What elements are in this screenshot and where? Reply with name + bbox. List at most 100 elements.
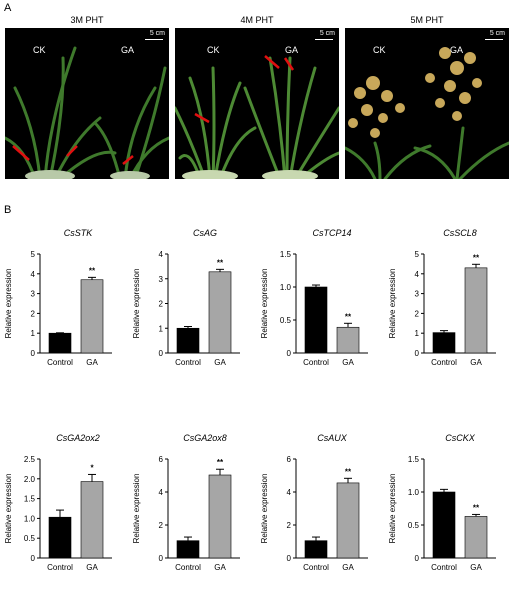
y-tick-label: 5	[31, 250, 36, 259]
x-tick-label: Control	[175, 358, 201, 367]
bar-control	[304, 540, 328, 559]
bar-control	[176, 540, 200, 559]
bar-control	[432, 491, 456, 559]
chart-csaux: 0 2 4 6 Relative expression Control ** GA	[260, 455, 368, 572]
y-tick-label: 2	[159, 521, 164, 530]
bar-control	[432, 332, 456, 354]
scale-bar-label: 5 cm	[319, 30, 335, 37]
ga-label: GA	[121, 45, 135, 55]
bar-ga	[336, 326, 360, 354]
scale-bar	[145, 39, 163, 40]
x-tick-label: Control	[47, 358, 73, 367]
y-axis-label: Relative expression	[4, 269, 13, 339]
chart-title-csag: CsAG	[192, 228, 217, 238]
y-axis-label: Relative expression	[388, 269, 397, 339]
y-tick-label: 0	[159, 349, 164, 358]
y-tick-label: 0	[287, 554, 292, 563]
bar-ga	[208, 271, 232, 354]
photo-3m-pht: CK GA 5 cm	[5, 28, 169, 179]
chart-csga2ox2: 0 0.5 1.0 1.5 2.0 2.5 Relative expression Contr…	[4, 455, 112, 572]
significance-mark: **	[217, 458, 224, 467]
bar-control	[304, 286, 328, 354]
y-tick-label: 0.5	[280, 316, 292, 325]
y-axis-label: Relative expression	[388, 474, 397, 544]
x-tick-label: GA	[470, 358, 482, 367]
y-tick-label: 0	[159, 554, 164, 563]
y-tick-label: 4	[287, 488, 292, 497]
bar-control	[48, 332, 72, 354]
significance-mark: **	[473, 503, 480, 512]
y-tick-label: 0	[287, 349, 292, 358]
x-tick-label: Control	[431, 563, 457, 572]
photo-5m-pht: CK GA 5 cm	[345, 28, 509, 179]
chart-csscl8: 0 1 2 3 4 5 Relative expression Control ** GA	[388, 250, 496, 367]
x-tick-label: GA	[214, 563, 226, 572]
y-tick-label: 0	[31, 554, 36, 563]
significance-mark: **	[473, 253, 480, 262]
bar-ga	[464, 516, 488, 559]
y-tick-label: 3	[31, 290, 36, 299]
significance-mark: **	[345, 312, 352, 321]
significance-mark: **	[89, 266, 96, 275]
plants-illustration-1	[5, 46, 169, 179]
y-tick-label: 1	[159, 324, 164, 333]
panel-a-letter: A	[4, 2, 12, 14]
photo-1-title: 3M PHT	[70, 15, 104, 25]
chart-title-csstk: CsSTK	[63, 228, 93, 238]
y-tick-label: 2	[31, 309, 36, 318]
x-tick-label: GA	[342, 563, 354, 572]
y-tick-label: 2	[159, 300, 164, 309]
x-tick-label: GA	[86, 358, 98, 367]
y-tick-label: 0	[415, 349, 420, 358]
x-tick-label: GA	[86, 563, 98, 572]
y-axis-label: Relative expression	[132, 474, 141, 544]
significance-mark: **	[345, 467, 352, 476]
x-tick-label: Control	[303, 563, 329, 572]
x-tick-label: GA	[214, 358, 226, 367]
y-tick-label: 4	[415, 270, 420, 279]
chart-title-csaux: CsAUX	[317, 433, 347, 443]
y-tick-label: 1.5	[408, 455, 420, 464]
ga-label: GA	[450, 45, 464, 55]
significance-mark: **	[217, 258, 224, 267]
y-tick-label: 2	[415, 309, 420, 318]
x-tick-label: GA	[342, 358, 354, 367]
y-tick-label: 2.5	[24, 455, 36, 464]
arrow-marks	[12, 145, 134, 165]
chart-title-csscl8: CsSCL8	[443, 228, 477, 238]
y-tick-label: 1.0	[280, 283, 292, 292]
y-tick-label: 6	[159, 455, 164, 464]
bar-ga	[80, 279, 104, 354]
y-tick-label: 0.5	[24, 534, 36, 543]
y-tick-label: 1.5	[280, 250, 292, 259]
chart-title-csga2ox8: CsGA2ox8	[183, 433, 227, 443]
y-axis-label: Relative expression	[260, 474, 269, 544]
y-tick-label: 5	[415, 250, 420, 259]
scale-bar	[315, 39, 333, 40]
arrow-marks	[194, 55, 295, 124]
bar-control	[176, 327, 200, 354]
chart-title-csga2ox2: CsGA2ox2	[56, 433, 100, 443]
ck-label: CK	[207, 45, 220, 55]
x-tick-label: GA	[470, 563, 482, 572]
x-tick-label: Control	[431, 358, 457, 367]
y-tick-label: 4	[159, 250, 164, 259]
y-tick-label: 1.5	[24, 495, 36, 504]
chart-cstcp14: 0 0.5 1.0 1.5 Relative expression Control ** GA	[260, 250, 368, 367]
bar-control	[48, 516, 72, 559]
scale-bar-label: 5 cm	[149, 30, 165, 37]
plants-illustration-2	[175, 55, 339, 179]
chart-csga2ox8: 0 2 4 6 Relative expression Control ** GA	[132, 455, 240, 572]
y-axis-label: Relative expression	[260, 269, 269, 339]
y-tick-label: 1	[415, 329, 420, 338]
ck-label: CK	[33, 45, 46, 55]
y-tick-label: 0.5	[408, 521, 420, 530]
plants-illustration-3	[345, 47, 509, 179]
x-tick-label: Control	[47, 563, 73, 572]
photo-4m-pht: CK GA 5 cm	[175, 28, 339, 179]
bar-ga	[464, 267, 488, 354]
y-axis-label: Relative expression	[132, 269, 141, 339]
photo-2-title: 4M PHT	[240, 15, 274, 25]
y-tick-label: 4	[31, 270, 36, 279]
scale-bar-label: 5 cm	[489, 30, 505, 37]
